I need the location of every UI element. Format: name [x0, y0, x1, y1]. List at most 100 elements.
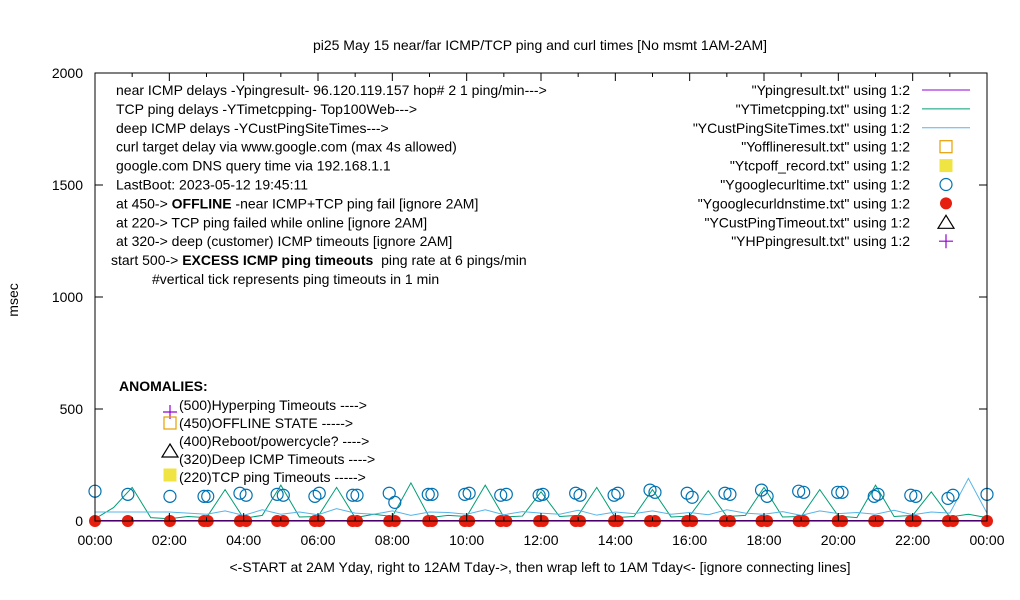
circle-icon — [723, 487, 737, 501]
curl-time-point — [276, 488, 290, 502]
legend-label: "Ypingresult.txt" using 1:2 — [752, 82, 911, 98]
triangle-icon — [936, 214, 956, 229]
circle-icon — [163, 489, 177, 503]
circle-icon — [462, 486, 476, 500]
note-text: google.com DNS query time via 192.168.1.… — [116, 158, 391, 174]
circle-icon — [312, 486, 326, 500]
plus-icon — [939, 234, 953, 249]
x-tick-label: 16:00 — [672, 532, 707, 548]
curl-time-point — [760, 489, 774, 503]
legend-label: "Yofflineresult.txt" using 1:2 — [741, 139, 910, 155]
x-tick-label: 18:00 — [746, 532, 781, 548]
circle-icon — [760, 489, 774, 503]
curl-time-point — [388, 495, 402, 510]
circle-icon — [346, 488, 360, 502]
curl-time-point — [835, 485, 849, 499]
anomalies-key: ANOMALIES: (500)Hyperping Timeouts ----> (… — [119, 378, 375, 485]
circle-icon — [904, 488, 918, 502]
curl-time-point — [121, 487, 135, 501]
circle-icon — [458, 487, 472, 501]
legend-marker — [939, 177, 953, 192]
circle-icon — [792, 484, 806, 498]
circle-icon — [382, 486, 396, 500]
circle-icon — [276, 488, 290, 502]
circle-icon — [499, 487, 513, 501]
y-axis-label: msec — [5, 283, 21, 316]
note-text: at 220-> TCP ping failed while online [i… — [116, 214, 427, 230]
curl-time-point — [792, 484, 806, 498]
anomaly-label: (400)Reboot/powercycle? ----> — [179, 433, 369, 449]
x-tick-label: 22:00 — [895, 532, 930, 548]
curl-time-point — [831, 485, 845, 499]
curl-time-point — [685, 490, 699, 504]
curl-time-point — [871, 487, 885, 501]
filled-square-icon — [939, 159, 953, 173]
curl-time-point — [382, 486, 396, 500]
y-tick-label: 1500 — [52, 177, 83, 193]
curl-time-point — [233, 486, 247, 500]
x-tick-label: 06:00 — [300, 532, 335, 548]
anomaly-label: (320)Deep ICMP Timeouts ----> — [179, 451, 375, 467]
legend-marker — [939, 159, 953, 173]
circle-icon — [388, 495, 402, 510]
circle-icon — [680, 486, 694, 500]
note-line: google.com DNS query time via 192.168.1.… — [116, 158, 391, 174]
curl-time-point — [946, 488, 960, 502]
note-text: curl target delay via www.google.com (ma… — [116, 139, 457, 155]
circle-icon — [685, 490, 699, 504]
legend-marker — [939, 234, 953, 249]
note-line: at 320-> deep (customer) ICMP timeouts [… — [116, 233, 452, 249]
x-tick-label: 04:00 — [226, 532, 261, 548]
y-tick-label: 500 — [60, 401, 84, 417]
x-tick-label: 02:00 — [152, 532, 187, 548]
curl-time-point — [723, 487, 737, 501]
x-tick-label: 12:00 — [523, 532, 558, 548]
anomalies-heading: ANOMALIES: — [119, 378, 208, 394]
note-text: start 500-> — [111, 252, 182, 268]
legend-marker — [936, 214, 956, 229]
circle-icon — [350, 488, 364, 502]
circle-icon — [270, 487, 284, 501]
legend-label: "Ytcpoff_record.txt" using 1:2 — [730, 158, 910, 174]
note-line: near ICMP delays -Ypingresult- 96.120.11… — [116, 82, 547, 98]
curl-time-point — [421, 487, 435, 501]
circle-icon — [421, 487, 435, 501]
circle-icon — [871, 487, 885, 501]
note-text: at 450-> — [116, 195, 172, 211]
curl-time-point — [797, 485, 811, 499]
note-line: curl target delay via www.google.com (ma… — [116, 139, 457, 155]
axes: 0 500 1000 1500 2000 00:00 02:00 04:00 06:00 08:0… — [52, 65, 1005, 548]
note-text: #vertical tick represents ping timeouts … — [152, 271, 439, 287]
y-tick-label: 2000 — [52, 65, 83, 81]
legend-marker — [940, 197, 952, 210]
x-tick-label: 20:00 — [821, 532, 856, 548]
curl-time-point — [680, 486, 694, 500]
square-icon — [939, 140, 953, 154]
note-line: at 450-> OFFLINE -near ICMP+TCP ping fai… — [116, 195, 478, 211]
note-text: deep ICMP delays -YCustPingSiteTimes---> — [116, 120, 389, 136]
square-icon — [163, 416, 177, 430]
legend-label: "YTimetcpping.txt" using 1:2 — [736, 101, 911, 117]
curl-time-point — [573, 488, 587, 502]
x-tick-label: 08:00 — [375, 532, 410, 548]
anomaly-label: (220)TCP ping Timeouts -----> — [179, 469, 366, 485]
note-line: LastBoot: 2023-05-12 19:45:11 — [116, 177, 308, 193]
circle-icon — [797, 485, 811, 499]
curl-time-point — [425, 487, 439, 501]
curl-time-point — [462, 486, 476, 500]
legend-label: "Ygooglecurldnstime.txt" using 1:2 — [698, 195, 910, 211]
note-line: deep ICMP delays -YCustPingSiteTimes---> — [116, 120, 389, 136]
x-tick-label: 10:00 — [449, 532, 484, 548]
circle-icon — [611, 486, 625, 500]
note-bold-text: OFFLINE — [172, 195, 232, 211]
curl-time-point — [346, 488, 360, 502]
circle-icon — [648, 485, 662, 499]
note-text: LastBoot: 2023-05-12 19:45:11 — [116, 177, 308, 193]
legend-label: "YCustPingSiteTimes.txt" using 1:2 — [693, 120, 910, 136]
curl-time-point — [458, 487, 472, 501]
circle-icon — [494, 488, 508, 502]
x-axis-label: <-START at 2AM Yday, right to 12AM Tday-… — [229, 559, 850, 575]
filled-square-icon — [163, 468, 177, 482]
anomaly-label: (450)OFFLINE STATE -----> — [179, 415, 353, 431]
